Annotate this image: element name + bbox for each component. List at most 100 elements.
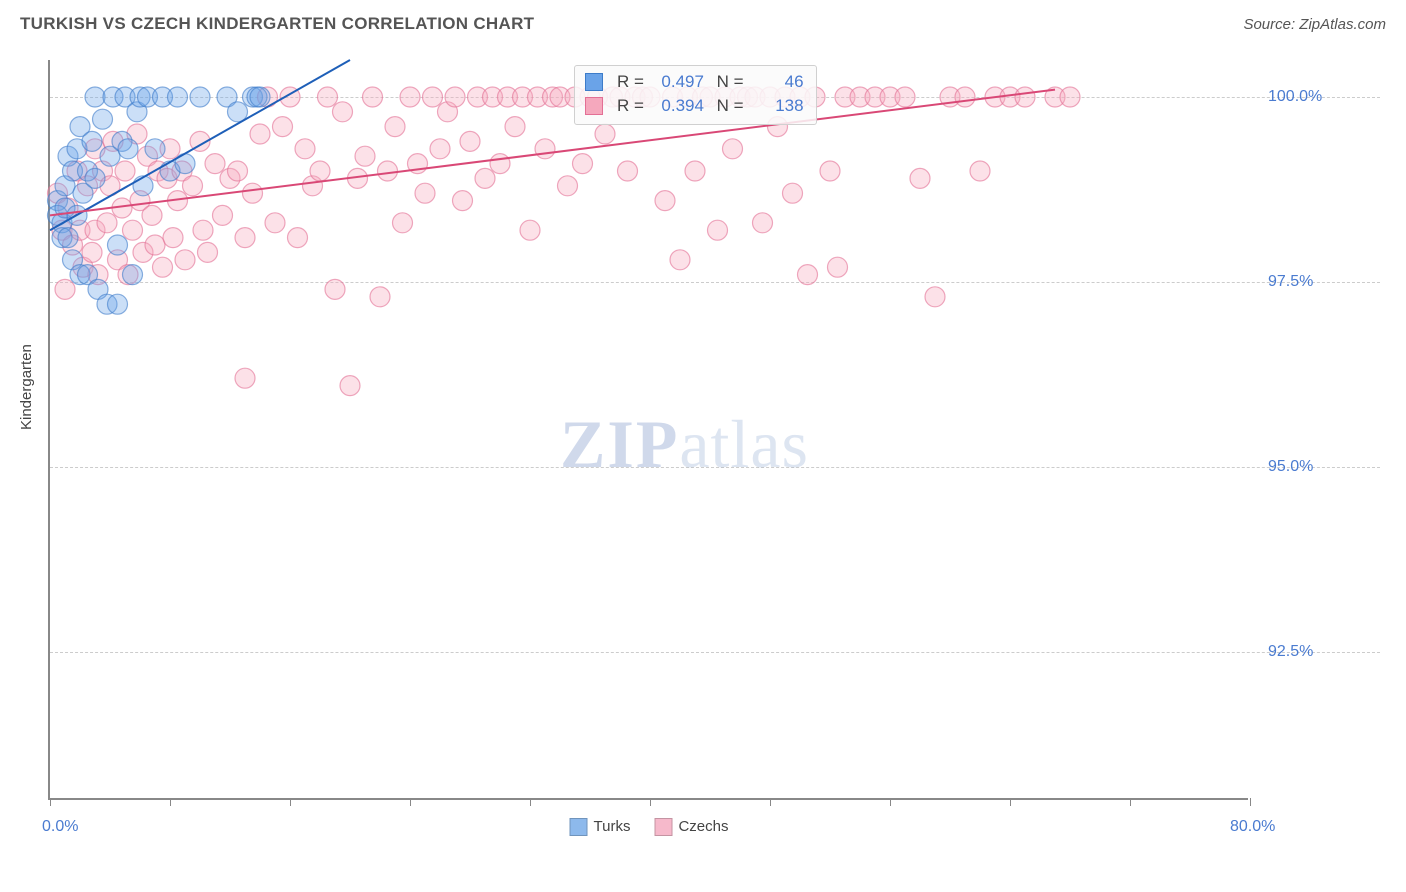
- data-point: [85, 87, 105, 107]
- correlation-legend: R = 0.497 N = 46 R = 0.394 N = 138: [574, 65, 817, 125]
- data-point: [355, 146, 375, 166]
- data-point: [490, 154, 510, 174]
- data-point: [423, 87, 443, 107]
- data-point: [310, 161, 330, 181]
- n-value-czechs: 138: [752, 96, 804, 116]
- data-point: [798, 265, 818, 285]
- data-point: [163, 228, 183, 248]
- data-point: [333, 102, 353, 122]
- data-point: [295, 139, 315, 159]
- scatter-svg: [50, 60, 1250, 800]
- legend-item-turks: Turks: [570, 818, 631, 836]
- data-point: [723, 139, 743, 159]
- data-point: [93, 109, 113, 129]
- y-tick-label: 95.0%: [1268, 458, 1358, 476]
- data-point: [910, 168, 930, 188]
- data-point: [573, 154, 593, 174]
- legend-bottom-swatch-czechs: [654, 818, 672, 836]
- data-point: [385, 117, 405, 137]
- r-value-czechs: 0.394: [652, 96, 704, 116]
- data-point: [58, 228, 78, 248]
- data-point: [97, 213, 117, 233]
- data-point: [955, 87, 975, 107]
- legend-row-czechs: R = 0.394 N = 138: [585, 94, 804, 118]
- data-point: [370, 287, 390, 307]
- data-point: [340, 376, 360, 396]
- data-point: [85, 168, 105, 188]
- legend-row-turks: R = 0.497 N = 46: [585, 70, 804, 94]
- data-point: [243, 183, 263, 203]
- data-point: [123, 265, 143, 285]
- x-tick: [1250, 798, 1251, 806]
- data-point: [235, 228, 255, 248]
- data-point: [168, 87, 188, 107]
- legend-swatch-turks: [585, 73, 603, 91]
- series-legend: Turks Czechs: [570, 818, 729, 836]
- x-axis-max-label: 80.0%: [1230, 818, 1275, 836]
- source-attribution: Source: ZipAtlas.com: [1243, 16, 1386, 33]
- data-point: [708, 220, 728, 240]
- data-point: [400, 87, 420, 107]
- chart-title: TURKISH VS CZECH KINDERGARTEN CORRELATIO…: [20, 14, 534, 34]
- data-point: [783, 183, 803, 203]
- data-point: [670, 250, 690, 270]
- data-point: [318, 87, 338, 107]
- y-tick-label: 100.0%: [1268, 88, 1358, 106]
- data-point: [153, 257, 173, 277]
- data-point: [415, 183, 435, 203]
- data-point: [520, 220, 540, 240]
- data-point: [288, 228, 308, 248]
- data-point: [1060, 87, 1080, 107]
- data-point: [118, 139, 138, 159]
- data-point: [595, 124, 615, 144]
- data-point: [108, 294, 128, 314]
- data-point: [82, 131, 102, 151]
- data-point: [535, 139, 555, 159]
- data-point: [453, 191, 473, 211]
- data-point: [133, 176, 153, 196]
- data-point: [460, 131, 480, 151]
- x-axis-min-label: 0.0%: [42, 818, 78, 836]
- data-point: [82, 242, 102, 262]
- data-point: [213, 205, 233, 225]
- data-point: [142, 205, 162, 225]
- legend-bottom-swatch-turks: [570, 818, 588, 836]
- r-value-turks: 0.497: [652, 72, 704, 92]
- data-point: [970, 161, 990, 181]
- data-point: [123, 220, 143, 240]
- data-point: [228, 161, 248, 181]
- data-point: [108, 235, 128, 255]
- data-point: [250, 124, 270, 144]
- data-point: [618, 161, 638, 181]
- legend-swatch-czechs: [585, 97, 603, 115]
- data-point: [175, 250, 195, 270]
- data-point: [820, 161, 840, 181]
- data-point: [378, 161, 398, 181]
- data-point: [235, 368, 255, 388]
- data-point: [55, 279, 75, 299]
- data-point: [430, 139, 450, 159]
- data-point: [655, 191, 675, 211]
- data-point: [115, 161, 135, 181]
- chart-header: TURKISH VS CZECH KINDERGARTEN CORRELATIO…: [20, 14, 1386, 34]
- trend-line: [50, 90, 1055, 216]
- data-point: [145, 139, 165, 159]
- data-point: [558, 176, 578, 196]
- data-point: [273, 117, 293, 137]
- legend-item-czechs: Czechs: [654, 818, 728, 836]
- data-point: [183, 176, 203, 196]
- data-point: [205, 154, 225, 174]
- data-point: [250, 87, 270, 107]
- data-point: [925, 287, 945, 307]
- data-point: [363, 87, 383, 107]
- y-axis-label: Kindergarten: [18, 344, 35, 430]
- data-point: [325, 279, 345, 299]
- n-value-turks: 46: [752, 72, 804, 92]
- data-point: [193, 220, 213, 240]
- y-tick-label: 92.5%: [1268, 643, 1358, 661]
- data-point: [445, 87, 465, 107]
- plot-area: 92.5%95.0%97.5%100.0% ZIPatlas R = 0.497…: [48, 60, 1248, 800]
- y-tick-label: 97.5%: [1268, 273, 1358, 291]
- data-point: [505, 117, 525, 137]
- data-point: [753, 213, 773, 233]
